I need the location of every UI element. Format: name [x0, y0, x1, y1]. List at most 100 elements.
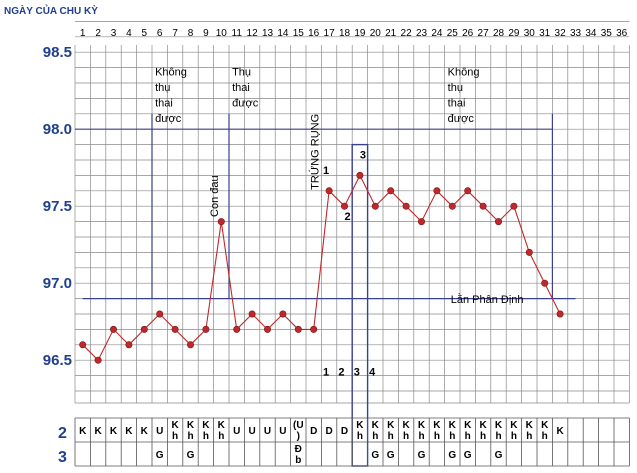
table-cell-line: h [388, 431, 394, 442]
table-cell-line: h [434, 431, 440, 442]
phase-label-line: được [448, 113, 475, 125]
table-cell: D [310, 426, 317, 437]
table-cell-line: h [495, 431, 501, 442]
table-cell: Kh [402, 420, 410, 442]
day-tick-label: 33 [570, 28, 582, 39]
temperature-point [125, 341, 133, 349]
coverline-label: Lằn Phân Định [451, 293, 524, 306]
table-cell: Kh [387, 420, 395, 442]
day-tick-label: 27 [478, 28, 490, 39]
day-tick-label: 21 [385, 28, 397, 39]
phase-label-line: thụ [448, 82, 463, 94]
phase-label-line: thụ [155, 82, 170, 94]
temperature-point [202, 325, 210, 333]
day-tick-label: 24 [431, 28, 443, 39]
day-tick-label: 16 [308, 28, 320, 39]
day-tick-label: 1 [80, 28, 86, 39]
phase-label-line: Thụ [232, 66, 251, 78]
temperature-point [541, 279, 549, 287]
table-cell: K [125, 426, 133, 437]
table-cell-line: (U [293, 420, 304, 431]
peak-number-label: 4 [369, 367, 376, 379]
table-cell: G [495, 450, 503, 461]
temperature-tick-label: 96.5 [43, 352, 72, 369]
temperature-point [310, 325, 318, 333]
table-cell: Kh [449, 420, 457, 442]
temperature-tick-label: 98.5 [43, 44, 72, 61]
day-tick-label: 23 [416, 28, 428, 39]
day-tick-label: 34 [585, 28, 597, 39]
phase-label-line: thai [155, 97, 173, 109]
table-cell-line: h [203, 431, 209, 442]
day-tick-label: 5 [142, 28, 148, 39]
table-cell: Kh [202, 420, 210, 442]
table-cell: (U) [293, 420, 304, 442]
temperature-point [325, 187, 333, 195]
day-tick-label: 31 [539, 28, 551, 39]
table-cell: U [156, 426, 163, 437]
table-cell-line: K [171, 420, 179, 431]
table-cell-line: h [187, 431, 193, 442]
temperature-point [433, 187, 441, 195]
chart-title: NGÀY CỦA CHU KỲ [4, 4, 98, 17]
temperature-point [140, 325, 148, 333]
table-cell-line: h [465, 431, 471, 442]
temperature-point [556, 310, 564, 318]
table-cell: G [418, 450, 426, 461]
day-tick-label: 18 [339, 28, 351, 39]
table-cell: Kh [526, 420, 534, 442]
table-cell-line: h [418, 431, 424, 442]
day-tick-label: 17 [324, 28, 336, 39]
grid [74, 21, 630, 404]
peak-number-label: 2 [345, 211, 351, 223]
table-cell: U [248, 426, 255, 437]
table-cell: Đb [295, 444, 302, 466]
peak-number-label: 1 [323, 165, 329, 177]
day-tick-label: 28 [493, 28, 505, 39]
table-cell: U [264, 426, 271, 437]
temperature-point [525, 248, 533, 256]
temperature-point [494, 218, 502, 226]
table-cell-line: h [403, 431, 409, 442]
table-cell: G [187, 450, 195, 461]
day-tick-label: 6 [157, 28, 163, 39]
phase-label-line: được [232, 97, 259, 109]
temperature-point [294, 325, 302, 333]
temperature-tick-label: 97.5 [43, 198, 72, 215]
table-cell: D [325, 426, 332, 437]
temperature-point [417, 218, 425, 226]
vertical-label: Con đau [209, 175, 221, 217]
temperature-line [82, 174, 561, 362]
table-cell: U [279, 426, 286, 437]
table-cell-line: h [357, 431, 363, 442]
day-tick-label: 3 [111, 28, 117, 39]
temperature-point [371, 202, 379, 210]
day-tick-label: 8 [188, 28, 194, 39]
table-cell-line: h [526, 431, 532, 442]
temperature-tick-label: 98.0 [43, 121, 72, 138]
day-tick-label: 4 [126, 28, 132, 39]
phase-label-line: được [155, 113, 182, 125]
table-cell-line: h [542, 431, 548, 442]
day-tick-label: 13 [262, 28, 274, 39]
peak-number-label: 2 [338, 367, 344, 379]
table-cell-line: K [402, 420, 410, 431]
temperature-point [464, 187, 472, 195]
phase-label: Không thụ thai được [448, 66, 480, 125]
day-tick-label: 22 [401, 28, 413, 39]
table-cell: Kh [541, 420, 549, 442]
table-cell-line: h [511, 431, 517, 442]
day-tick-label: 20 [370, 28, 382, 39]
table-cell: Kh [187, 420, 195, 442]
day-tick-label: 29 [508, 28, 520, 39]
day-tick-label: 36 [616, 28, 628, 39]
table-cell-line: K [387, 420, 395, 431]
temperature-series [79, 171, 564, 364]
vertical-label: TRỨNG RỤNG [308, 114, 321, 190]
temperature-point [110, 325, 118, 333]
table-cell-line: K [526, 420, 534, 431]
table-cell-line: h [372, 431, 378, 442]
table-cell: K [79, 426, 87, 437]
